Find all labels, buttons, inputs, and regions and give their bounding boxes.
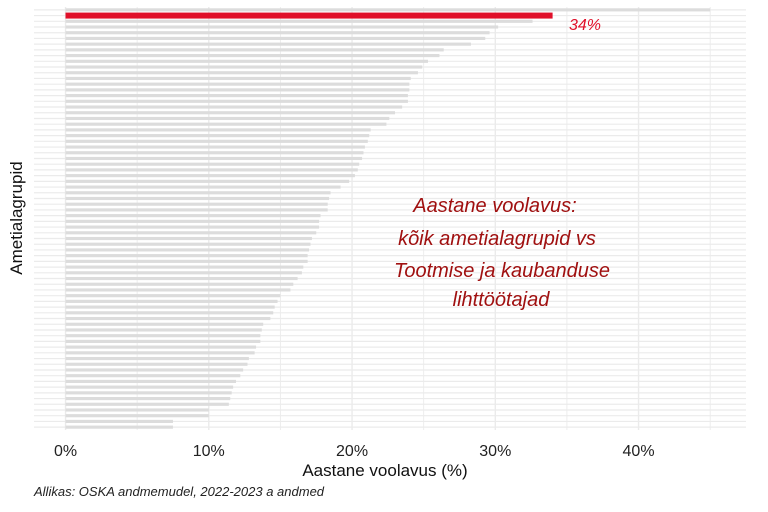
bar — [65, 202, 328, 206]
annotation: Aastane voolavus: kõik ametialagrupid vs… — [394, 195, 610, 311]
bar — [65, 139, 368, 143]
bar — [65, 322, 264, 326]
bar — [65, 65, 423, 69]
bar — [65, 88, 410, 92]
highlight-bar — [65, 12, 553, 19]
annotation-line-4: lihttöötajad — [453, 289, 551, 311]
bar — [65, 294, 281, 298]
bar — [65, 116, 390, 121]
bar — [65, 191, 331, 195]
bar — [65, 99, 408, 103]
bar — [65, 36, 486, 41]
bar — [65, 94, 408, 98]
bar — [65, 374, 241, 378]
bar — [65, 368, 244, 372]
grid-layer — [34, 7, 746, 430]
bar — [65, 25, 499, 29]
annotation-line-3: Tootmise ja kaubanduse — [394, 260, 610, 282]
bar — [65, 156, 363, 161]
source-note: Allikas: OSKA andmemudel, 2022-2023 a an… — [34, 484, 325, 499]
bar — [65, 59, 428, 63]
tick-layer: 0% 10% 20% 30% 40% — [54, 443, 655, 460]
bar — [65, 31, 490, 35]
bar — [65, 299, 278, 303]
bar — [65, 396, 231, 401]
bar — [65, 328, 262, 332]
bar — [65, 356, 249, 361]
bar — [65, 134, 370, 138]
bar — [65, 242, 311, 246]
bar — [65, 271, 302, 275]
bar — [65, 208, 328, 212]
bar — [65, 48, 444, 52]
bar — [65, 259, 308, 263]
x-tick-label: 0% — [54, 443, 77, 460]
bar — [65, 288, 291, 292]
bar — [65, 265, 304, 269]
bar — [65, 168, 358, 172]
bar — [65, 122, 387, 126]
bar-layer — [65, 8, 711, 429]
bar — [65, 236, 312, 241]
bar — [65, 316, 271, 321]
bar — [65, 111, 396, 115]
x-tick-label: 20% — [336, 443, 368, 460]
annotation-line-2: kõik ametialagrupid vs — [398, 228, 596, 250]
bar — [65, 145, 365, 149]
bar — [65, 276, 298, 281]
x-tick-label: 40% — [623, 443, 655, 460]
bar — [65, 311, 274, 315]
bar — [65, 231, 317, 235]
bar — [65, 42, 471, 46]
y-axis-title: Ametialagrupid — [7, 161, 26, 274]
bar — [65, 19, 533, 23]
bar — [65, 174, 355, 178]
bar — [65, 414, 209, 418]
bar — [65, 339, 261, 343]
bar — [65, 362, 248, 366]
bar — [65, 385, 234, 389]
bar — [65, 391, 232, 395]
bar — [65, 282, 294, 286]
bar — [65, 425, 173, 429]
bar — [65, 185, 341, 189]
bar — [65, 128, 371, 132]
x-tick-label: 10% — [193, 443, 225, 460]
bar — [65, 196, 330, 201]
x-axis-title: Aastane voolavus (%) — [302, 461, 467, 480]
highlight-value-label: 34% — [569, 17, 601, 34]
bar — [65, 402, 229, 406]
bar — [65, 76, 411, 81]
bar — [65, 151, 364, 155]
bar — [65, 408, 209, 412]
bar — [65, 219, 320, 223]
bar — [65, 8, 711, 12]
bar — [65, 351, 255, 355]
bar — [65, 162, 360, 166]
bar — [65, 82, 410, 86]
bar — [65, 254, 308, 258]
bar — [65, 305, 275, 309]
bar — [65, 214, 321, 218]
bar — [65, 71, 418, 75]
bar — [65, 179, 350, 183]
bar — [65, 248, 310, 252]
x-tick-label: 30% — [479, 443, 511, 460]
bar — [65, 345, 257, 349]
bar — [65, 379, 236, 383]
bar — [65, 334, 261, 338]
bar — [65, 105, 403, 109]
bar — [65, 54, 440, 58]
annotation-line-1: Aastane voolavus: — [412, 195, 576, 217]
bar — [65, 419, 173, 423]
bar — [65, 225, 320, 229]
